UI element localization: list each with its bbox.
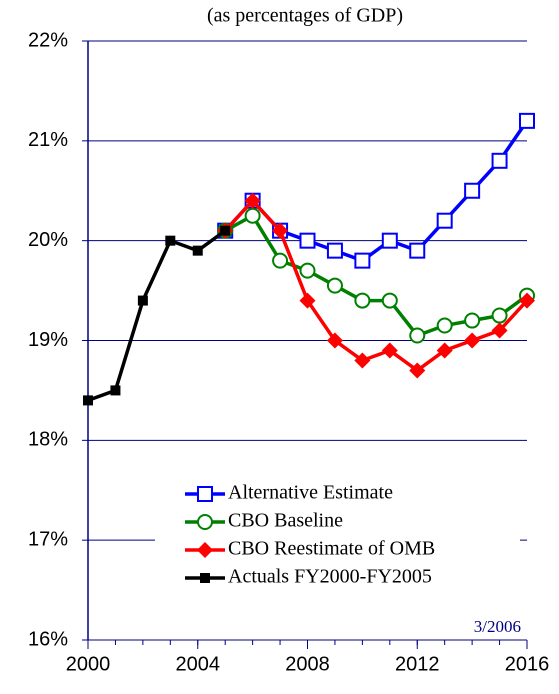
y-tick-label: 21% [28,129,68,151]
legend-label: Actuals FY2000-FY2005 [228,566,432,588]
data-point [326,277,343,294]
data-point [110,385,121,396]
data-point [381,232,398,249]
data-point [165,235,176,246]
data-point [464,332,481,349]
data-point [299,232,316,249]
series-line [223,198,529,373]
data-point [409,327,426,344]
data-point [220,225,231,236]
x-tick-label: 2012 [395,653,440,675]
legend-marker [197,486,213,502]
legend-label: Alternative Estimate [228,482,393,504]
legend-marker [197,542,213,558]
series-line [87,229,227,403]
data-point [464,312,481,329]
data-point [272,222,289,239]
data-point [354,352,371,369]
data-point [244,192,261,209]
data-point [381,342,398,359]
legend-marker [200,573,210,583]
y-tick-label: 17% [28,528,68,550]
legend-label: CBO Reestimate of OMB [228,538,435,560]
x-tick-label: 2016 [505,653,550,675]
legend-marker [197,514,213,530]
data-point [244,207,261,224]
data-point [491,322,508,339]
y-tick-label: 20% [28,229,68,251]
data-point [464,182,481,199]
data-point [436,212,453,229]
series-line [224,213,529,338]
data-point [272,252,289,269]
data-point [436,342,453,359]
data-point [409,242,426,259]
data-point [299,292,316,309]
x-tick-label: 2008 [285,653,330,675]
x-tick-label: 2000 [66,653,111,675]
data-point [299,262,316,279]
y-tick-label: 22% [28,29,68,51]
data-point [409,362,426,379]
data-point [519,112,535,129]
annotation: 3/2006 [474,617,521,636]
legend-label: CBO Baseline [228,510,343,532]
series-line [223,119,529,263]
y-tick-label: 19% [28,329,68,351]
data-point [491,307,508,324]
chart-title: (as percentages of GDP) [207,5,403,27]
data-point [519,292,535,309]
data-point [354,292,371,309]
data-point [137,295,148,306]
y-tick-label: 18% [28,429,68,451]
data-point [326,242,343,259]
data-point [491,152,508,169]
data-point [83,395,93,406]
data-point [354,252,371,269]
y-tick-label: 16% [28,628,68,650]
data-point [326,332,343,349]
x-tick-label: 2004 [176,653,221,675]
data-point [381,292,398,309]
data-point [436,317,453,334]
data-point [192,245,203,256]
